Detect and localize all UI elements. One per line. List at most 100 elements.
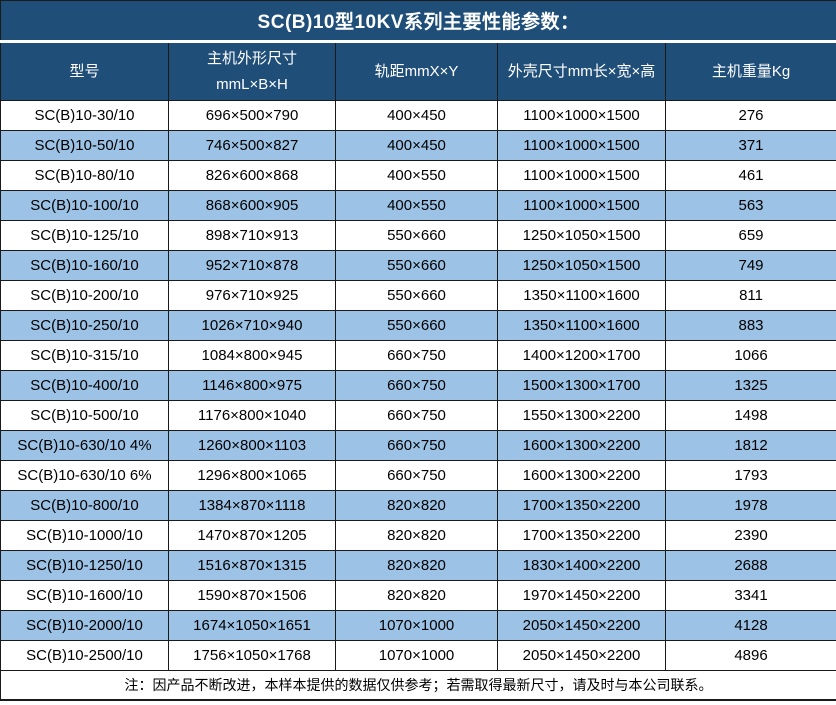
cell-dims: 1590×870×1506	[168, 580, 336, 611]
cell-model: SC(B)10-80/10	[0, 160, 169, 191]
cell-shell: 1250×1050×1500	[497, 250, 666, 281]
cell-weight: 883	[664, 310, 836, 341]
cell-dims: 1026×710×940	[168, 310, 336, 341]
table-row: SC(B)10-100/10 868×600×905 400×550 1100×100…	[0, 190, 836, 221]
cell-weight: 3341	[664, 580, 836, 611]
table-row: SC(B)10-630/10 6% 1296×800×1065 660×750 160…	[0, 460, 836, 491]
cell-model: SC(B)10-100/10	[0, 190, 169, 221]
cell-weight: 1978	[664, 490, 836, 521]
cell-track: 660×750	[335, 430, 498, 461]
cell-shell: 1700×1350×2200	[497, 520, 666, 551]
cell-model: SC(B)10-1600/10	[0, 580, 169, 611]
table-row: SC(B)10-1600/10 1590×870×1506 820×820 1970×…	[0, 580, 836, 611]
cell-shell: 1700×1350×2200	[497, 490, 666, 521]
cell-model: SC(B)10-50/10	[0, 130, 169, 161]
cell-weight: 1793	[664, 460, 836, 491]
table-row: SC(B)10-80/10 826×600×868 400×550 1100×1000…	[0, 160, 836, 191]
cell-dims: 696×500×790	[168, 100, 336, 131]
table-row: SC(B)10-125/10 898×710×913 550×660 1250×105…	[0, 220, 836, 251]
col-header-dimensions-line1: 主机外形尺寸	[206, 50, 297, 67]
cell-dims: 1674×1050×1651	[168, 610, 336, 641]
cell-weight: 276	[664, 100, 836, 131]
cell-track: 660×750	[335, 400, 498, 431]
cell-track: 1070×1000	[335, 610, 498, 641]
cell-shell: 2050×1450×2200	[497, 640, 666, 671]
cell-track: 1070×1000	[335, 640, 498, 671]
cell-shell: 2050×1450×2200	[497, 610, 666, 641]
table-row: SC(B)10-800/10 1384×870×1118 820×820 1700×1…	[0, 490, 836, 521]
cell-weight: 811	[664, 280, 836, 311]
cell-model: SC(B)10-500/10	[0, 400, 169, 431]
cell-model: SC(B)10-800/10	[0, 490, 169, 521]
cell-dims: 1470×870×1205	[168, 520, 336, 551]
column-header-row: 型号 主机外形尺寸 mmL×B×H 轨距mmX×Y 外壳尺寸mm长×宽×高 主机…	[0, 41, 836, 101]
table-row: SC(B)10-250/10 1026×710×940 550×660 1350×11…	[0, 310, 836, 341]
cell-shell: 1600×1300×2200	[497, 430, 666, 461]
cell-shell: 1400×1200×1700	[497, 340, 666, 371]
cell-track: 660×750	[335, 460, 498, 491]
spec-table-body: SC(B)10-30/10 696×500×790 400×450 1100×1000…	[0, 100, 836, 671]
cell-dims: 746×500×827	[168, 130, 336, 161]
cell-shell: 1100×1000×1500	[497, 130, 666, 161]
footer-note: 注：因产品不断改进，本样本提供的数据仅供参考；若需取得最新尺寸，请及时与本公司联…	[0, 670, 836, 701]
cell-model: SC(B)10-400/10	[0, 370, 169, 401]
cell-dims: 1384×870×1118	[168, 490, 336, 521]
cell-dims: 1516×870×1315	[168, 550, 336, 581]
cell-dims: 976×710×925	[168, 280, 336, 311]
table-row: SC(B)10-2000/10 1674×1050×1651 1070×1000 20…	[0, 610, 836, 641]
cell-weight: 1498	[664, 400, 836, 431]
cell-model: SC(B)10-200/10	[0, 280, 169, 311]
table-row: SC(B)10-630/10 4% 1260×800×1103 660×750 160…	[0, 430, 836, 461]
table-row: SC(B)10-400/10 1146×800×975 660×750 1500×13…	[0, 370, 836, 401]
cell-model: SC(B)10-1000/10	[0, 520, 169, 551]
cell-weight: 1812	[664, 430, 836, 461]
cell-dims: 898×710×913	[168, 220, 336, 251]
cell-weight: 2688	[664, 550, 836, 581]
cell-weight: 563	[664, 190, 836, 221]
cell-model: SC(B)10-2500/10	[0, 640, 169, 671]
cell-shell: 1100×1000×1500	[497, 100, 666, 131]
cell-dims: 1146×800×975	[168, 370, 336, 401]
cell-shell: 1100×1000×1500	[497, 190, 666, 221]
footer-row: 注：因产品不断改进，本样本提供的数据仅供参考；若需取得最新尺寸，请及时与本公司联…	[0, 670, 836, 701]
cell-track: 550×660	[335, 220, 498, 251]
col-header-track-gauge: 轨距mmX×Y	[335, 41, 498, 101]
cell-model: SC(B)10-2000/10	[0, 610, 169, 641]
cell-model: SC(B)10-250/10	[0, 310, 169, 341]
col-header-dimensions: 主机外形尺寸 mmL×B×H	[168, 41, 336, 101]
cell-track: 550×660	[335, 310, 498, 341]
table-row: SC(B)10-160/10 952×710×878 550×660 1250×105…	[0, 250, 836, 281]
table-row: SC(B)10-30/10 696×500×790 400×450 1100×1000…	[0, 100, 836, 131]
cell-shell: 1830×1400×2200	[497, 550, 666, 581]
cell-model: SC(B)10-630/10 4%	[0, 430, 169, 461]
col-header-dimensions-line2: mmL×B×H	[216, 75, 288, 93]
cell-dims: 826×600×868	[168, 160, 336, 191]
cell-model: SC(B)10-315/10	[0, 340, 169, 371]
table-title: SC(B)10型10KV系列主要性能参数：	[0, 0, 836, 43]
col-header-shell-size: 外壳尺寸mm长×宽×高	[497, 41, 666, 101]
cell-dims: 1260×800×1103	[168, 430, 336, 461]
table-row: SC(B)10-2500/10 1756×1050×1768 1070×1000 20…	[0, 640, 836, 671]
cell-shell: 1350×1100×1600	[497, 310, 666, 341]
cell-shell: 1250×1050×1500	[497, 220, 666, 251]
cell-model: SC(B)10-125/10	[0, 220, 169, 251]
cell-track: 550×660	[335, 250, 498, 281]
cell-track: 820×820	[335, 490, 498, 521]
cell-dims: 1084×800×945	[168, 340, 336, 371]
cell-model: SC(B)10-160/10	[0, 250, 169, 281]
cell-shell: 1500×1300×1700	[497, 370, 666, 401]
cell-weight: 4896	[664, 640, 836, 671]
cell-dims: 1296×800×1065	[168, 460, 336, 491]
cell-weight: 461	[664, 160, 836, 191]
col-header-weight: 主机重量Kg	[664, 41, 836, 101]
cell-track: 820×820	[335, 550, 498, 581]
cell-model: SC(B)10-1250/10	[0, 550, 169, 581]
cell-track: 660×750	[335, 340, 498, 371]
cell-dims: 1176×800×1040	[168, 400, 336, 431]
table-row: SC(B)10-500/10 1176×800×1040 660×750 1550×1…	[0, 400, 836, 431]
table-row: SC(B)10-50/10 746×500×827 400×450 1100×1000…	[0, 130, 836, 161]
cell-dims: 952×710×878	[168, 250, 336, 281]
cell-weight: 1066	[664, 340, 836, 371]
